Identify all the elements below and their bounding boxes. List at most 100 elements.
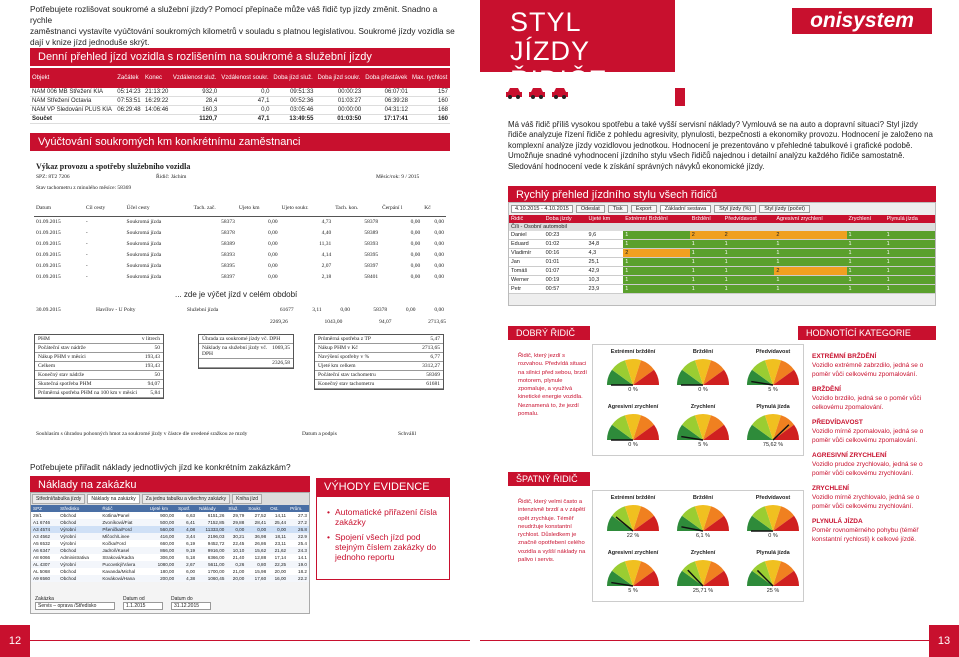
table-cell: 34,8: [586, 239, 624, 249]
zakazka-select[interactable]: Servis – oprava /Středisko: [35, 602, 115, 610]
table-cell: 160: [437, 116, 448, 122]
table-row[interactable]: AL 5068 Obchod Kavanda/Michal 180,00 6,00 170…: [31, 568, 309, 575]
table-cell: 28,4: [205, 98, 218, 104]
filter-label: Datum od: [123, 596, 145, 602]
vyhody-title: VÝHODY EVIDENCE: [316, 478, 450, 496]
table-row[interactable]: Werner 00:19 10,3 1 1 1 1 1 1: [509, 275, 935, 285]
table-row[interactable]: Tomáš 01:07 42,9 1 1 1 2 1 1: [509, 266, 935, 276]
table-cell: NAM VP Sledování PLUS KIA: [32, 107, 112, 113]
table-cell: 0,26: [235, 562, 245, 567]
table-cell: 10,3: [586, 275, 624, 285]
table-row[interactable]: Eduard 01:02 34,8 1 1 1 1 1 1: [509, 239, 935, 249]
table-row[interactable]: A9 6560 Obchod Kováková/Hana 200,00 4,38 1060…: [31, 575, 309, 582]
rychly-title: Rychlý přehled jízdního stylu všech řidi…: [508, 186, 936, 204]
table-cell: 1: [884, 284, 935, 294]
table-row[interactable]: Daniel 00:23 9,6 1 2 2 2 1 1: [509, 231, 935, 240]
toolbar-button-4[interactable]: Styl jízdy (%): [714, 205, 757, 213]
toolbar-button-5[interactable]: Styl jízdy (počet): [759, 205, 810, 213]
kategorie-desc: Vozidlo mírně zrychlovalo, jedná se o po…: [812, 494, 920, 510]
gauge-segment: [773, 561, 795, 586]
tab-2[interactable]: Za jednu tabulku a všechny zakázky: [141, 494, 231, 504]
table-row: 01.09.2015 - Soukromá jízda 58397 0,00 2,18 58…: [34, 271, 446, 282]
table-cell: 1: [774, 284, 847, 294]
table-cell: Daniel: [509, 231, 544, 240]
daily-title: Denní přehled jízd vozidla s rozlišením …: [30, 48, 450, 66]
table-row[interactable]: Vladimír 00:16 4,3 2 1 1 1 1 1: [509, 248, 935, 258]
table-row[interactable]: A6 6347 Obchod Jadroň/Kasel 866,00 9,19 9916,…: [31, 547, 309, 554]
tab-0[interactable]: Střední/tabulka jízdy: [32, 494, 86, 504]
box-cell: Konečný stav nádrže: [38, 372, 85, 378]
tab-1[interactable]: Náklady na zakázky: [87, 494, 140, 504]
box-row: Skutečná spotřeba PHM 94,07: [35, 380, 163, 389]
table-cell: 58393: [221, 251, 235, 258]
table-row[interactable]: A3 4562 Výrobní Mlčoch/Linee 416,00 3,44 2196…: [31, 533, 309, 540]
table-cell: Werner: [509, 275, 544, 285]
table-cell: 1: [623, 284, 690, 294]
table-cell: 27.3: [298, 513, 307, 518]
table-row[interactable]: AL 4307 Výrobní Pucovský/Vávra 1080,00 2,67 5…: [31, 561, 309, 568]
date-from-input[interactable]: 1.1.2015: [123, 602, 163, 610]
table-cell: 416,00: [160, 534, 175, 539]
table-cell: Výrobní: [60, 562, 76, 567]
table-row[interactable]: Petr 00:57 23,9 1 1 1 1 1 1: [509, 284, 935, 294]
gauge-segment: [694, 359, 712, 385]
gauge-value: 22 %: [626, 533, 640, 539]
tab-3[interactable]: Kniha jízd: [232, 494, 263, 504]
table-row[interactable]: A8 6066 Administrativa Straková/Kadra 306,0…: [31, 554, 309, 561]
doc-more-note: ... zde je výčet jízd v celém období: [175, 290, 298, 299]
table-cell: 1: [884, 248, 935, 258]
table-cell: 1: [623, 231, 690, 240]
table-cell: Straková/Kadra: [102, 555, 134, 560]
toolbar-button-1[interactable]: Tisk: [607, 205, 628, 213]
gauge-needle: [751, 380, 774, 386]
gauge-dial: [607, 359, 659, 386]
table-cell: 00:19: [543, 275, 587, 285]
table-row: 01.09.2015 - Soukromá jízda 58378 0,00 4,40 58…: [34, 227, 446, 238]
toolbar-button-2[interactable]: Export: [630, 205, 657, 213]
table-cell: 932,0: [202, 89, 218, 95]
gauge-label: Brždění: [692, 349, 714, 355]
toolbar-button-0[interactable]: Odeslat: [575, 205, 605, 213]
table-row: 01.09.2015 - Soukromá jízda 58393 0,00 4,14 58…: [34, 249, 446, 260]
box-cell: 2713,65: [422, 345, 440, 351]
table-cell: 21:13:20: [145, 89, 169, 95]
table-cell: 30,21: [232, 534, 245, 539]
table-cell: 4,40: [321, 229, 332, 236]
gauge-value: 0 %: [628, 442, 638, 448]
gauge-segment: [773, 360, 795, 385]
table-cell: 0,0: [261, 89, 270, 95]
table-cell: 12,88: [254, 555, 267, 560]
table-row[interactable]: A3 4574 Výrobní Pšenička/Ford 560,00 4,08 113…: [31, 526, 309, 533]
box-cell: Nákup PHM v Kč: [318, 345, 358, 351]
table-cell: 1: [623, 257, 690, 267]
table-cell: 2: [689, 231, 723, 240]
table-cell: 560,00: [160, 527, 175, 532]
gauge-segment: [607, 369, 633, 385]
doc-approved: Schválil: [398, 431, 417, 437]
table-cell: 0,00: [410, 251, 421, 258]
table-cell: 11333,00: [205, 527, 225, 532]
box-cell: Počáteční stav tachometru: [318, 372, 376, 378]
table-cell: 19.0: [298, 562, 307, 567]
doc-header-cell: Ujeto km: [238, 204, 260, 211]
footer-line-left: [30, 640, 470, 641]
table-cell: 1: [722, 275, 775, 285]
gauge-segment: [624, 414, 642, 440]
table-row[interactable]: A5 6532 Výrobní Kočka/Ford 660,00 6,19 9452,7…: [31, 540, 309, 547]
table-cell: 00:16: [543, 248, 587, 258]
table-cell: 1: [623, 266, 690, 276]
table-cell: 58395: [364, 251, 379, 258]
date-range-input[interactable]: 4.10.2015 - 4.10.2015: [511, 205, 573, 213]
table-cell: 01.09.2015: [36, 229, 61, 236]
vyhody-item-text: Spojení všech jízd pod stejným číslem za…: [334, 532, 437, 562]
date-to-input[interactable]: 31.12.2015: [171, 602, 211, 610]
table-row[interactable]: Jan 01:01 25,1 1 1 1 1 1 1: [509, 257, 935, 267]
table-row[interactable]: 29/1 Obchod Kotlina/Panel 900,00 6,63 6151,26…: [31, 512, 309, 519]
table-cell: 00:00:23: [337, 89, 362, 95]
box-cell: Počáteční stav nádrže: [38, 345, 86, 351]
vyhody-box: • Automatické přiřazení čísla zakázky • Sp…: [316, 496, 450, 580]
toolbar-button-3[interactable]: Základní sestava: [659, 205, 712, 213]
table-row[interactable]: A1 6746 Obchod Zvoníková/Fiat 500,00 6,41 715…: [31, 519, 309, 526]
table-cell: 2: [774, 266, 847, 276]
table-cell: 0,00: [340, 307, 351, 313]
